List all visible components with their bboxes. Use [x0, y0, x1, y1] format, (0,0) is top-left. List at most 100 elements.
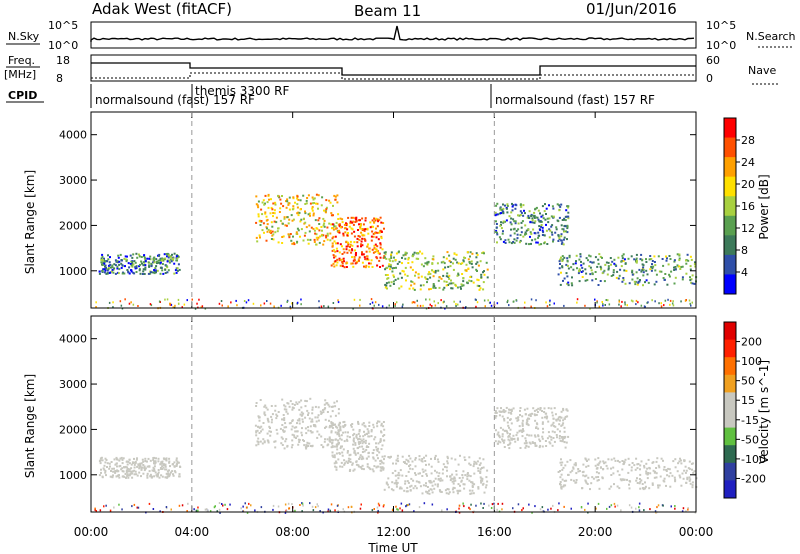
- data-cell: [133, 461, 136, 464]
- ground-cell: [483, 299, 486, 302]
- data-cell: [431, 484, 434, 487]
- data-cell: [270, 421, 273, 424]
- data-cell: [115, 458, 118, 461]
- power-frame: [90, 111, 697, 309]
- y-tick-label: 3000: [59, 378, 87, 391]
- data-cell: [328, 222, 331, 225]
- data-cell: [329, 201, 332, 204]
- data-cell: [331, 249, 334, 252]
- data-cell: [147, 261, 150, 264]
- ground-cell: [197, 506, 199, 509]
- data-cell: [122, 457, 125, 460]
- data-cell: [163, 457, 166, 460]
- data-cell: [479, 462, 482, 465]
- ground-cell: [120, 304, 123, 307]
- data-cell: [391, 270, 394, 273]
- data-cell: [258, 234, 261, 237]
- data-cell: [451, 287, 454, 290]
- ground-cell: [323, 305, 325, 308]
- data-cell: [328, 405, 331, 408]
- data-cell: [173, 461, 176, 464]
- data-cell: [545, 229, 548, 232]
- data-cell: [288, 196, 291, 199]
- data-cell: [437, 269, 440, 272]
- data-cell: [560, 458, 562, 461]
- ground-cell: [431, 305, 433, 307]
- data-cell: [362, 448, 365, 451]
- data-cell: [379, 229, 382, 232]
- data-cell: [146, 472, 149, 475]
- data-cell: [535, 241, 538, 244]
- data-cell: [598, 253, 601, 256]
- data-cell: [690, 281, 693, 284]
- ground-cell: [669, 303, 671, 306]
- ground-cell: [244, 502, 246, 505]
- data-cell: [131, 461, 134, 464]
- data-cell: [296, 203, 299, 206]
- ground-cell: [292, 510, 295, 513]
- data-cell: [401, 269, 404, 272]
- data-cell: [370, 430, 373, 433]
- data-cell: [457, 272, 460, 275]
- data-cell: [341, 465, 344, 468]
- data-cell: [509, 221, 512, 224]
- data-cell: [152, 257, 155, 260]
- data-cell: [382, 222, 385, 224]
- data-cell: [551, 414, 554, 417]
- colorbar-swatch: [724, 137, 736, 158]
- data-cell: [380, 424, 383, 427]
- ground-cell: [589, 307, 591, 310]
- data-cell: [509, 433, 511, 435]
- data-cell: [445, 280, 448, 283]
- data-cell: [351, 249, 354, 252]
- data-cell: [396, 454, 399, 457]
- data-cell: [342, 431, 345, 434]
- data-cell: [614, 263, 617, 266]
- data-cell: [136, 474, 139, 477]
- data-cell: [645, 269, 648, 272]
- data-cell: [121, 467, 124, 470]
- data-cell: [582, 474, 585, 477]
- colorbar-tick-label: -15: [741, 414, 759, 427]
- data-cell: [287, 233, 290, 236]
- ground-cell: [507, 299, 509, 302]
- data-cell: [104, 470, 107, 472]
- data-cell: [597, 472, 600, 475]
- data-cell: [565, 209, 568, 212]
- data-cell: [397, 477, 400, 480]
- data-cell: [404, 273, 407, 276]
- data-cell: [665, 484, 667, 487]
- data-cell: [267, 419, 270, 422]
- data-cell: [456, 261, 459, 264]
- data-cell: [476, 460, 479, 463]
- data-cell: [292, 205, 295, 208]
- data-cell: [305, 432, 308, 435]
- data-cell: [461, 476, 464, 479]
- ground-cell: [319, 510, 321, 512]
- ground-cell: [320, 305, 323, 308]
- data-cell: [505, 207, 508, 210]
- data-cell: [355, 218, 358, 221]
- data-cell: [495, 411, 498, 414]
- data-cell: [155, 474, 158, 477]
- data-cell: [144, 457, 147, 460]
- data-cell: [149, 475, 152, 478]
- data-cell: [355, 460, 358, 463]
- data-cell: [322, 243, 325, 246]
- data-cell: [176, 257, 179, 260]
- data-cell: [325, 199, 328, 202]
- data-cell: [597, 457, 600, 460]
- data-cell: [411, 281, 414, 283]
- data-cell: [154, 270, 157, 273]
- data-cell: [324, 418, 327, 421]
- data-cell: [168, 259, 171, 262]
- data-cell: [376, 264, 379, 267]
- ground-cell: [377, 502, 380, 505]
- ground-cell: [301, 510, 303, 513]
- data-cell: [470, 481, 473, 484]
- data-cell: [415, 480, 418, 483]
- data-cell: [362, 422, 365, 425]
- data-cell: [413, 282, 416, 285]
- data-cell: [290, 214, 293, 217]
- data-cell: [351, 462, 354, 465]
